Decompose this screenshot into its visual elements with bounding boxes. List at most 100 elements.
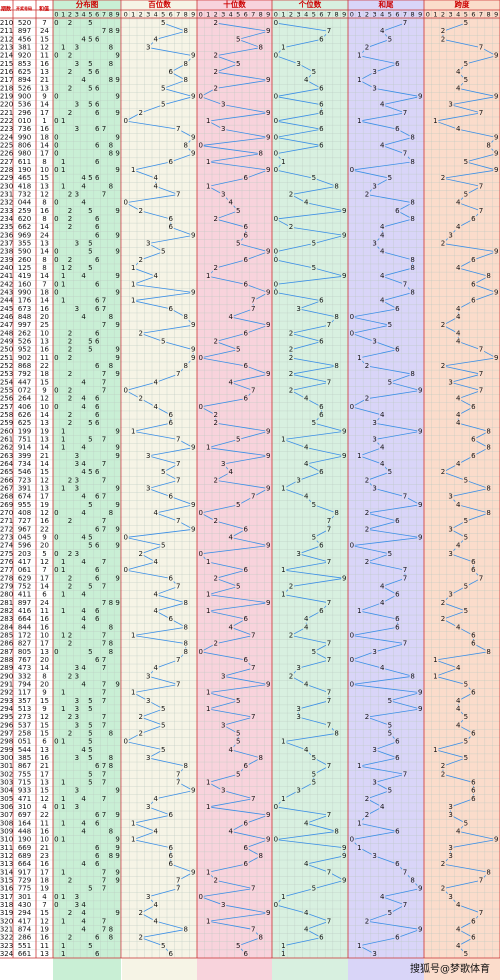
panel-digit: 2 <box>365 525 369 533</box>
distribution-digit: 7 <box>102 689 106 697</box>
distribution-digit: 0 <box>54 550 58 558</box>
draw-number: 669 <box>18 844 31 852</box>
period: 264 <box>0 460 14 468</box>
cell-mask <box>272 248 279 256</box>
cell-mask <box>197 403 204 411</box>
panel-digit: 4 <box>380 893 385 901</box>
distribution-digit: 8 <box>109 623 113 631</box>
panel-digit: 5 <box>464 738 468 746</box>
digit-header: 7 <box>102 11 106 19</box>
period: 212 <box>0 35 13 43</box>
sum-value: 14 <box>40 248 49 256</box>
panel-digit: 7 <box>176 476 180 484</box>
cell-mask <box>130 427 137 435</box>
distribution-digit: 6 <box>95 125 100 133</box>
distribution-digit: 6 <box>95 84 100 92</box>
cell-mask <box>379 248 386 256</box>
panel-digit: 7 <box>403 868 407 876</box>
panel-digit: 5 <box>312 501 316 509</box>
cell-mask <box>462 517 469 525</box>
distribution-digit: 9 <box>115 52 119 60</box>
cell-mask <box>175 885 182 893</box>
panel-digit: 1 <box>281 942 285 950</box>
panel-digit: 2 <box>441 762 445 770</box>
distribution-digit: 8 <box>109 934 113 942</box>
distribution-digit: 3 <box>75 713 79 721</box>
panel-digit: 4 <box>154 827 159 835</box>
distribution-digit: 4 <box>81 533 86 541</box>
cell-mask <box>257 150 264 158</box>
cell-mask <box>440 770 446 778</box>
cell-mask <box>455 223 462 231</box>
panel-digit: 4 <box>456 901 461 909</box>
distribution-digit: 1 <box>61 158 65 166</box>
panel-digit: 8 <box>410 876 414 884</box>
period: 268 <box>0 493 13 501</box>
panel-digit: 7 <box>176 770 180 778</box>
cell-mask <box>478 574 484 582</box>
cell-mask <box>167 158 174 166</box>
panel-digit: 3 <box>372 950 376 958</box>
distribution-digit: 4 <box>81 664 86 672</box>
cell-mask <box>394 623 401 631</box>
panel-digit: 4 <box>380 582 385 590</box>
panel-digit: 4 <box>304 199 309 207</box>
cell-mask <box>348 836 355 844</box>
distribution-digit: 3 <box>75 125 79 133</box>
period: 215 <box>0 60 13 68</box>
panel-digit: 0 <box>124 738 128 746</box>
cell-mask <box>288 582 294 590</box>
panel-digit: 7 <box>176 582 180 590</box>
cell-mask <box>212 517 219 525</box>
distribution-digit: 2 <box>68 68 72 76</box>
sum-value: 14 <box>40 444 49 452</box>
cell-mask <box>462 533 469 541</box>
panel-digit: 8 <box>334 362 338 370</box>
cell-mask <box>242 819 249 827</box>
distribution-digit: 3 <box>75 893 79 901</box>
period: 257 <box>0 403 13 411</box>
cell-mask <box>280 485 287 492</box>
panel-digit: 4 <box>229 199 234 207</box>
cell-mask <box>122 199 129 207</box>
distribution-digit: 3 <box>75 460 79 468</box>
panel-digit: 2 <box>289 354 293 362</box>
period: 321 <box>0 925 13 933</box>
panel-digit: 6 <box>471 403 476 411</box>
panel-digit: 0 <box>199 142 203 150</box>
cell-mask <box>235 770 242 778</box>
panel-digit: 9 <box>191 444 195 452</box>
panel-digit: 2 <box>139 909 143 917</box>
distribution-digit: 0 <box>54 836 58 844</box>
panel-digit: 9 <box>494 93 498 101</box>
cell-mask <box>205 444 212 452</box>
cell-mask <box>485 444 492 452</box>
period: 303 <box>0 778 13 786</box>
cell-mask <box>190 354 197 362</box>
cell-mask <box>167 844 174 852</box>
cell-mask <box>242 566 249 574</box>
cell-mask <box>326 762 332 770</box>
draw-number: 294 <box>18 909 32 917</box>
cell-mask <box>227 313 234 321</box>
cell-mask <box>265 909 272 917</box>
distribution-digit: 8 <box>109 754 113 762</box>
cell-mask <box>402 109 408 117</box>
cell-mask <box>440 762 446 770</box>
sum-value: 12 <box>40 713 49 721</box>
panel-digit: 7 <box>403 901 407 909</box>
distribution-digit: 2 <box>68 370 72 378</box>
cell-mask <box>341 844 348 852</box>
cell-mask <box>371 419 378 427</box>
distribution-digit: 7 <box>102 27 106 35</box>
panel-digit: 0 <box>274 280 278 288</box>
cell-mask <box>205 917 212 925</box>
distribution-digit: 6 <box>95 403 100 411</box>
cell-mask <box>478 207 484 215</box>
draw-number: 072 <box>18 387 31 395</box>
panel-digit: 2 <box>365 509 369 517</box>
distribution-digit: 5 <box>88 754 92 762</box>
digit-header: 8 <box>184 11 188 19</box>
panel-digit: 9 <box>191 93 195 101</box>
cell-mask <box>371 436 378 444</box>
